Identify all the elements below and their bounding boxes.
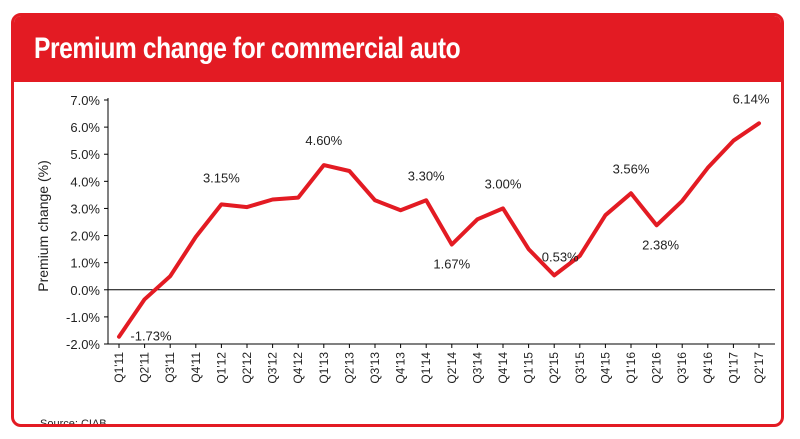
y-tick-label: -2.0%: [66, 337, 100, 352]
y-tick-label: 7.0%: [70, 93, 100, 108]
chart-frame: Premium change for commercial auto -2.0%…: [11, 13, 784, 427]
x-tick-label: Q2'11: [138, 352, 152, 383]
y-tick-label: 4.0%: [70, 174, 100, 189]
data-label: 6.14%: [733, 91, 770, 106]
data-label: 4.60%: [305, 133, 342, 148]
x-tick-label: Q4'11: [189, 352, 203, 383]
x-tick-label: Q1'16: [624, 352, 638, 384]
data-label: 3.15%: [203, 170, 240, 185]
y-axis-title: Premium change (%): [35, 160, 51, 292]
x-tick-label: Q2'14: [445, 352, 459, 384]
chart-header: Premium change for commercial auto: [14, 16, 781, 82]
line-chart: -2.0% -1.0% 0.0% 1.0% 2.0% 3.0% 4.0% 5.0% 6.0% 7.…: [35, 91, 775, 384]
x-tick-label: Q3'12: [266, 352, 280, 384]
data-label: -1.73%: [130, 329, 172, 344]
data-label: 2.38%: [642, 237, 679, 252]
y-tick-label: 2.0%: [70, 229, 100, 244]
x-tick-label: Q3'11: [163, 352, 177, 383]
source-note: Source: CIAB: [40, 418, 107, 427]
x-tick-label: Q3'16: [675, 352, 689, 384]
x-tick-label: Q1'12: [214, 352, 228, 384]
data-label: 3.30%: [408, 168, 445, 183]
data-label: 3.56%: [613, 161, 650, 176]
x-tick-label: Q4'15: [598, 352, 612, 384]
x-tick-label: Q4'14: [496, 352, 510, 384]
y-tick-label: 0.0%: [70, 283, 100, 298]
x-tick-label: Q2'12: [240, 352, 254, 384]
x-tick-label: Q4'16: [701, 352, 715, 384]
y-tick-label: 6.0%: [70, 120, 100, 135]
x-tick-label: Q1'17: [726, 352, 740, 384]
x-tick-label: Q2'17: [752, 352, 766, 384]
data-label: 0.53%: [542, 249, 579, 264]
x-tick-label: Q1'13: [317, 352, 331, 384]
x-tick-label: Q2'13: [342, 352, 356, 384]
y-tick-label: 5.0%: [70, 147, 100, 162]
x-tick-label: Q3'13: [368, 352, 382, 384]
chart-title: Premium change for commercial auto: [34, 32, 461, 65]
data-label: 3.00%: [485, 176, 522, 191]
x-tick-label: Q1'11: [112, 352, 126, 383]
x-tick-label: Q1'15: [522, 352, 536, 384]
x-tick-label: Q2'16: [650, 352, 664, 384]
x-tick-label: Q2'15: [547, 352, 561, 384]
y-tick-label: -1.0%: [66, 310, 100, 325]
x-tick-label: Q1'14: [419, 352, 433, 384]
y-tick-label: 1.0%: [70, 256, 100, 271]
x-tick-label: Q4'13: [394, 352, 408, 384]
x-tick-label: Q3'14: [470, 352, 484, 384]
series-line: [117, 121, 761, 339]
x-tick-label: Q4'12: [291, 352, 305, 384]
x-tick-label: Q3'15: [573, 352, 587, 384]
data-label: 1.67%: [433, 257, 470, 272]
y-tick-label: 3.0%: [70, 201, 100, 216]
